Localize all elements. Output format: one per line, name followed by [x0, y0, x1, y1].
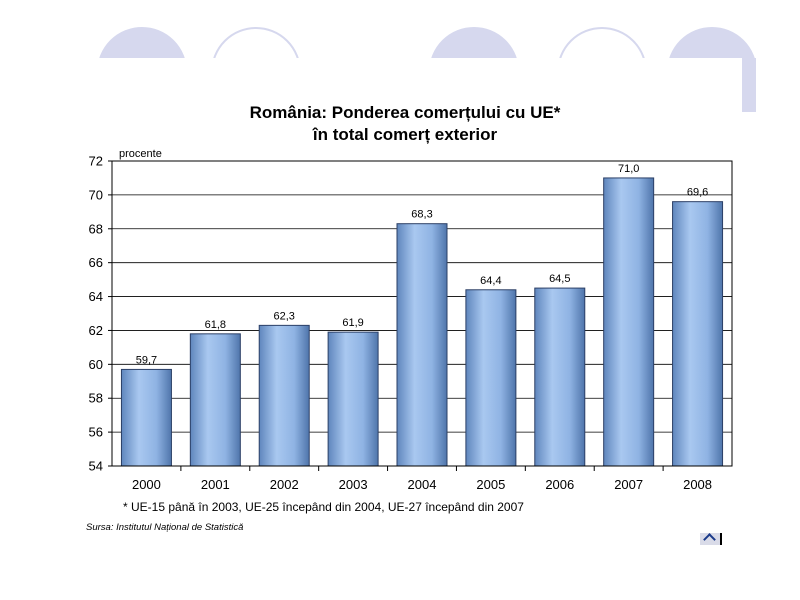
y-tick-label: 72: [89, 154, 103, 169]
data-label: 62,3: [274, 310, 295, 322]
data-label: 59,7: [136, 354, 157, 366]
slide-decoration: [0, 27, 800, 130]
plot-area-border: [111, 160, 733, 467]
data-label: 64,4: [480, 275, 501, 287]
y-tick-label: 70: [89, 187, 103, 202]
chart-title-line-2: în total comerț exterior: [312, 125, 498, 144]
data-label: 68,3: [411, 209, 432, 221]
x-tick-label: 2006: [545, 477, 574, 492]
y-tick-label: 60: [89, 357, 103, 372]
decor-side-tab: [742, 58, 756, 112]
bar-2007: [603, 177, 655, 467]
chart-title-line-1: România: Ponderea comerțului cu UE*: [249, 103, 561, 122]
x-tick-label: 2002: [270, 477, 299, 492]
y-tick-label: 66: [89, 255, 103, 270]
bar-2000: [120, 368, 172, 467]
bar-2004: [396, 223, 448, 467]
data-label: 61,9: [342, 317, 363, 329]
y-axis-label: procente: [119, 148, 162, 160]
y-tick-label: 68: [89, 221, 103, 236]
y-tick-label: 58: [89, 391, 103, 406]
x-tick-label: 2008: [683, 477, 712, 492]
bar-2006: [534, 287, 586, 467]
data-label: 69,6: [687, 187, 708, 199]
bar-2001: [189, 333, 241, 467]
x-tick-label: 2004: [408, 477, 437, 492]
x-tick-label: 2007: [614, 477, 643, 492]
data-label: 61,8: [205, 319, 226, 331]
y-tick-label: 62: [89, 323, 103, 338]
bar-2005: [465, 289, 517, 467]
x-tick-label: 2000: [132, 477, 161, 492]
decor-mask: [0, 58, 800, 130]
data-label: 71,0: [618, 163, 639, 175]
bar-2002: [258, 324, 310, 467]
bar-2008: [672, 201, 724, 467]
data-source: Sursa: Institutul Național de Statistică: [86, 522, 244, 533]
y-tick-label: 56: [89, 425, 103, 440]
bar-2003: [327, 331, 379, 467]
chart-footnote: * UE-15 până în 2003, UE-25 începând din…: [123, 500, 524, 514]
x-tick-label: 2005: [476, 477, 505, 492]
data-label: 64,5: [549, 273, 570, 285]
x-tick-label: 2001: [201, 477, 230, 492]
x-tick-label: 2003: [339, 477, 368, 492]
y-tick-label: 64: [89, 289, 103, 304]
y-tick-label: 54: [89, 459, 103, 474]
navigate-up-icon[interactable]: [700, 533, 722, 545]
